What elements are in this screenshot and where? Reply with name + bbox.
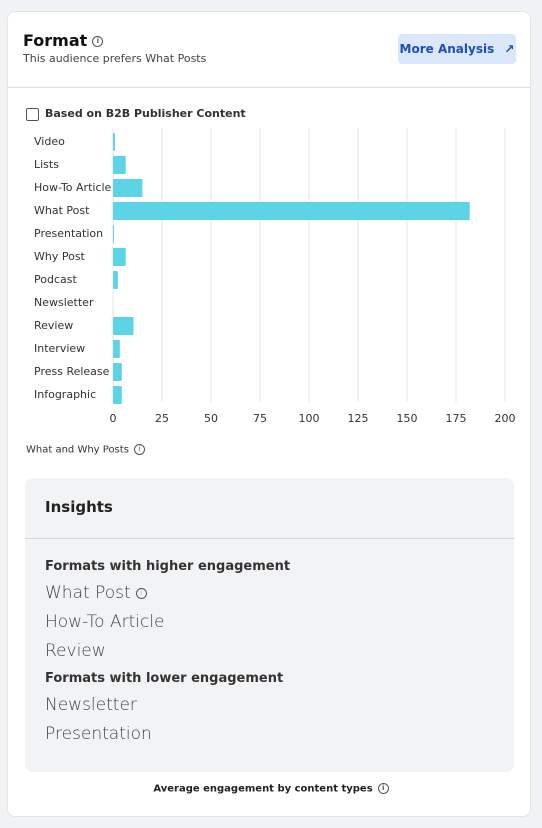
y-tick-label: Newsletter	[34, 296, 94, 309]
divider	[7, 87, 531, 88]
insight-item: Newsletter	[45, 695, 137, 715]
x-tick-label: 50	[204, 412, 218, 425]
info-icon[interactable]: i	[135, 587, 147, 599]
y-tick-label: How-To Article	[34, 181, 112, 194]
chart-caption: What and Why Posts i	[26, 444, 145, 456]
more-analysis-button[interactable]: More Analysis ↗	[398, 34, 516, 64]
title: Format i	[23, 31, 104, 50]
bar	[113, 248, 126, 266]
bar	[113, 225, 114, 243]
y-tick-label: Presentation	[34, 227, 103, 240]
y-tick-label: Podcast	[34, 273, 77, 286]
divider	[25, 538, 514, 539]
x-tick-label: 150	[397, 412, 418, 425]
y-tick-label: Press Release	[34, 365, 110, 378]
y-tick-label: What Post	[34, 204, 90, 217]
y-tick-label: Video	[34, 135, 65, 148]
footer: Average engagement by content types i	[0, 783, 542, 795]
chart: 0 25 50 75 100 125 150 175 200 Video Lists How-To A…	[34, 128, 516, 425]
subtitle: This audience prefers What Posts	[23, 52, 207, 65]
insight-item: How-To Article	[45, 612, 165, 632]
x-tick-label: 75	[253, 412, 267, 425]
bar	[113, 156, 126, 174]
insights-title: Insights	[45, 498, 113, 516]
info-icon[interactable]: i	[377, 783, 389, 794]
y-tick-label: Interview	[34, 342, 85, 355]
x-tick-label: 25	[155, 412, 169, 425]
checkbox-label: Based on B2B Publisher Content	[45, 107, 246, 120]
bar	[113, 386, 122, 404]
bar	[113, 317, 134, 335]
bar	[113, 202, 470, 220]
y-tick-label: Lists	[34, 158, 59, 171]
x-tick-label: 125	[348, 412, 369, 425]
insight-item: Presentation	[45, 724, 152, 744]
insight-item: What Post i	[45, 583, 147, 603]
y-tick-label: Infographic	[34, 388, 96, 401]
bar	[113, 340, 120, 358]
bar	[113, 271, 118, 289]
section-heading: Formats with higher engagement	[45, 559, 291, 574]
y-tick-label: Review	[34, 319, 73, 332]
bar	[113, 179, 143, 197]
bar	[113, 363, 122, 381]
x-tick-label: 200	[495, 412, 516, 425]
checkbox[interactable]	[26, 108, 39, 121]
bar	[113, 133, 115, 151]
x-tick-label: 175	[446, 412, 467, 425]
section-heading: Formats with lower engagement	[45, 671, 284, 686]
y-tick-label: Why Post	[34, 250, 86, 263]
info-icon[interactable]: i	[133, 444, 145, 455]
x-tick-label: 0	[110, 412, 117, 425]
info-icon[interactable]: i	[92, 36, 104, 47]
insights-panel	[25, 478, 514, 772]
x-tick-label: 100	[299, 412, 320, 425]
insight-item: Review	[45, 641, 106, 661]
